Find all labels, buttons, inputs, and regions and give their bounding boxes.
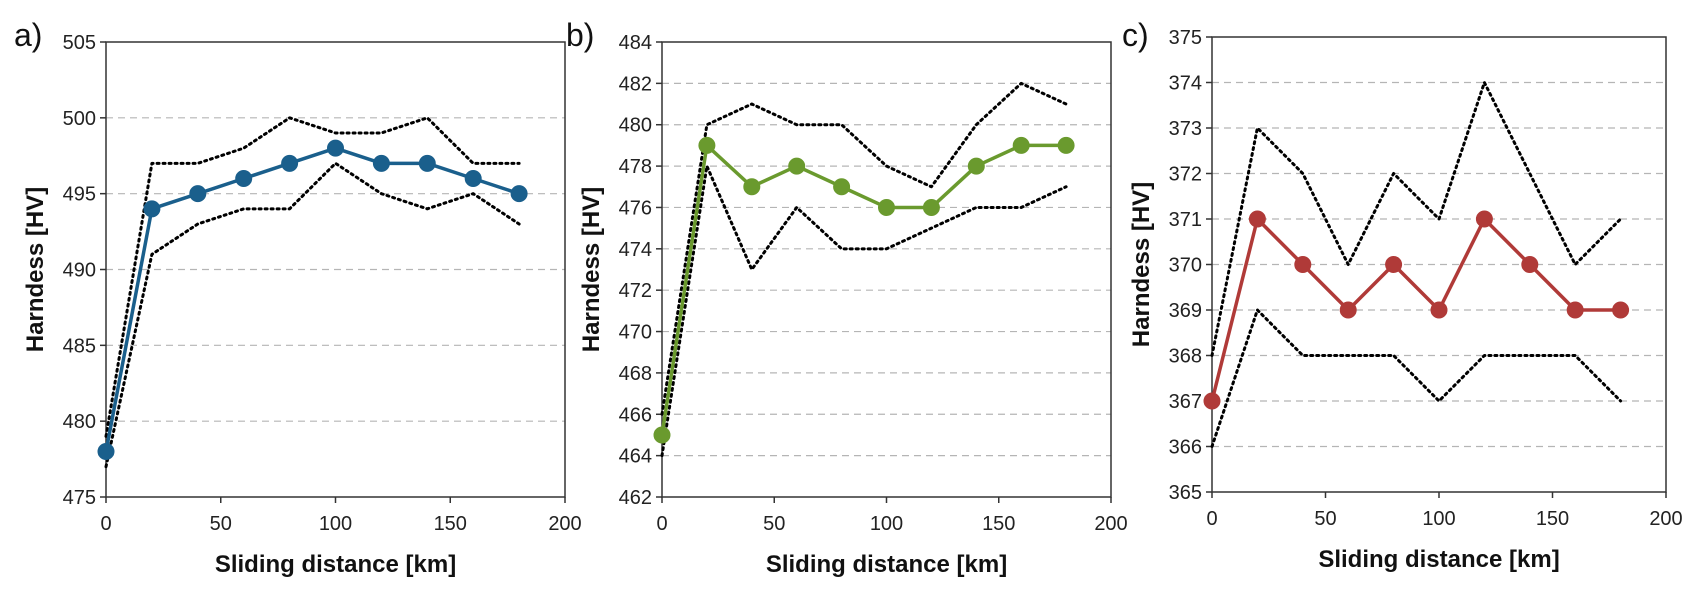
- data-point-mean: [1339, 301, 1357, 319]
- y-tick-label: 468: [619, 363, 652, 385]
- y-tick-label: 475: [63, 487, 96, 509]
- y-tick-label: 372: [1169, 164, 1202, 186]
- series-line-mean: [1210, 217, 1621, 402]
- data-point-mean: [327, 139, 344, 157]
- series-line-upper: [660, 81, 1068, 416]
- x-tick-label: 0: [100, 513, 111, 535]
- data-point-mean: [833, 178, 851, 196]
- x-tick-label: 150: [1536, 508, 1569, 530]
- y-tick-label: 505: [63, 32, 96, 54]
- y-tick-label: 470: [619, 322, 652, 344]
- y-tick-label: 365: [1169, 482, 1202, 504]
- y-tick-label: 373: [1169, 118, 1202, 140]
- y-tick-label: 472: [619, 280, 652, 302]
- data-point-mean: [878, 198, 895, 216]
- data-point-mean: [922, 198, 940, 216]
- x-tick-label: 0: [656, 513, 667, 535]
- data-point-mean: [1612, 301, 1630, 319]
- chart-panel-b: 462 464 466 468 470 472 474 476 478 480 482 484 0 50 1…: [566, 17, 1128, 578]
- x-axis-title: Sliding distance [km]: [215, 551, 456, 578]
- series-line-upper: [1210, 81, 1623, 357]
- data-point-mean: [464, 170, 482, 187]
- y-tick-label: 375: [1169, 27, 1202, 49]
- y-tick-label: 374: [1169, 73, 1202, 95]
- y-tick-label: 474: [619, 239, 652, 261]
- x-tick-label: 100: [870, 513, 903, 535]
- data-point-mean: [1248, 210, 1266, 228]
- data-point-mean: [1012, 136, 1030, 154]
- x-axis-title: Sliding distance [km]: [766, 551, 1007, 578]
- y-tick-label: 482: [619, 73, 652, 95]
- x-tick-label: 200: [1649, 508, 1682, 530]
- y-tick-label: 368: [1169, 346, 1202, 368]
- y-tick-label: 478: [619, 156, 652, 178]
- series-line-upper: [104, 116, 521, 438]
- series-line-lower: [660, 164, 1068, 458]
- series-line-lower: [1210, 308, 1623, 448]
- x-tick-label: 200: [1094, 513, 1127, 535]
- y-tick-label: 480: [63, 411, 96, 433]
- x-tick-label: 0: [1206, 508, 1217, 530]
- panel-label: c): [1122, 17, 1149, 53]
- x-tick-label: 50: [763, 513, 785, 535]
- y-tick-label: 367: [1169, 391, 1202, 413]
- y-tick-label: 476: [619, 197, 652, 219]
- data-point-mean: [97, 443, 115, 460]
- y-tick-label: 370: [1169, 255, 1202, 277]
- series-line-lower: [104, 161, 521, 469]
- y-tick-label: 484: [619, 32, 652, 54]
- y-tick-label: 369: [1169, 300, 1202, 322]
- data-point-mean: [1294, 256, 1312, 273]
- x-tick-label: 150: [434, 513, 467, 535]
- chart-panel-c: 365 366 367 368 369 370 371 372 373 374 375 0 50 100 1…: [1122, 17, 1683, 573]
- x-tick-label: 50: [210, 513, 232, 535]
- data-point-mean: [1430, 301, 1448, 319]
- y-tick-label: 480: [619, 115, 652, 137]
- data-point-mean: [1475, 210, 1493, 228]
- x-tick-label: 100: [319, 513, 352, 535]
- panel-label: a): [14, 17, 42, 53]
- data-point-mean: [1521, 256, 1539, 273]
- data-point-mean: [967, 157, 985, 175]
- data-point-mean: [788, 157, 806, 175]
- y-tick-label: 490: [63, 260, 96, 282]
- y-axis-title: Harndess [HV]: [1128, 182, 1155, 347]
- data-point-mean: [281, 154, 299, 172]
- panel-label: b): [566, 17, 594, 53]
- data-point-mean: [189, 185, 207, 203]
- data-point-mean: [1057, 136, 1075, 154]
- data-point-mean: [235, 170, 253, 187]
- data-point-mean: [1385, 256, 1403, 273]
- y-tick-label: 466: [619, 404, 652, 426]
- data-point-mean: [743, 178, 761, 196]
- x-tick-label: 50: [1314, 508, 1336, 530]
- data-point-mean: [1203, 392, 1221, 410]
- data-point-mean: [510, 185, 528, 203]
- x-tick-label: 150: [982, 513, 1015, 535]
- data-point-mean: [372, 154, 390, 172]
- series-line-mean: [104, 146, 520, 452]
- x-tick-label: 100: [1422, 508, 1455, 530]
- data-point-mean: [698, 136, 716, 154]
- y-tick-label: 485: [63, 335, 96, 357]
- data-point-mean: [143, 200, 161, 218]
- y-tick-label: 464: [619, 446, 652, 468]
- data-point-mean: [653, 426, 671, 444]
- series-line-mean: [660, 143, 1067, 436]
- data-point-mean: [1566, 301, 1584, 319]
- plot-frame: [661, 41, 1112, 498]
- y-axis-title: Harndess [HV]: [578, 187, 605, 352]
- y-tick-label: 500: [63, 108, 96, 130]
- x-tick-label: 200: [548, 513, 581, 535]
- y-tick-label: 495: [63, 184, 96, 206]
- y-tick-label: 371: [1169, 209, 1202, 231]
- y-tick-label: 366: [1169, 437, 1202, 459]
- y-tick-label: 462: [619, 487, 652, 509]
- y-axis-title: Harndess [HV]: [22, 187, 49, 352]
- data-point-mean: [418, 154, 436, 172]
- x-axis-title: Sliding distance [km]: [1318, 546, 1559, 573]
